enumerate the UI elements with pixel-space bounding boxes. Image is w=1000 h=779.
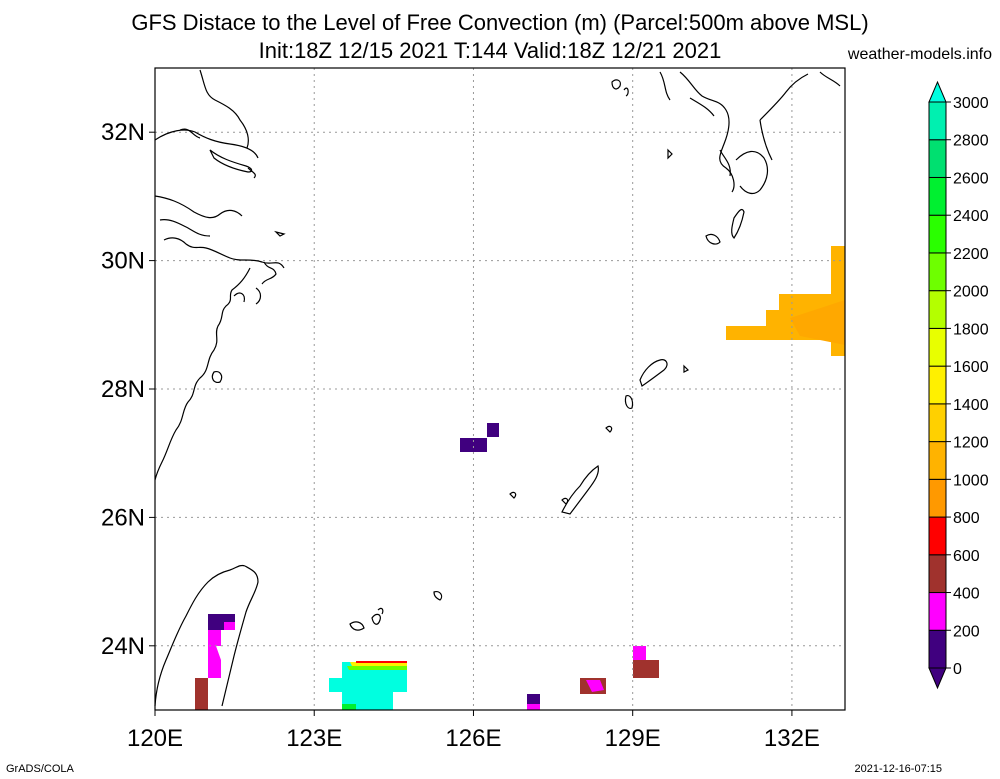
lon-tick-label: 120E xyxy=(127,725,183,752)
colorbar-label: 200 xyxy=(953,623,980,640)
lon-tick-label: 129E xyxy=(605,725,661,752)
patch-magenta-taiwan-2 xyxy=(224,622,235,630)
title-line-1: GFS Distace to the Level of Free Convect… xyxy=(131,10,869,35)
patch-purple-mid xyxy=(460,423,499,452)
colorbar-over-arrow xyxy=(928,80,947,103)
colorbar-segment xyxy=(928,365,947,405)
colorbar-segment xyxy=(928,176,947,216)
colorbar-segment xyxy=(928,139,947,178)
colorbar-under-arrow xyxy=(928,667,947,690)
patch-green-rim xyxy=(347,666,407,670)
patch-red-rim xyxy=(356,661,407,663)
colorbar-label: 1200 xyxy=(953,435,989,452)
colorbar-segment xyxy=(928,554,947,594)
patch-orange-east-core xyxy=(790,300,845,345)
title-line-2: Init:18Z 12/15 2021 T:144 Valid:18Z 12/2… xyxy=(258,38,722,63)
lon-tick-label: 126E xyxy=(445,725,501,752)
colorbar-label: 2400 xyxy=(953,208,989,225)
colorbar-label: 800 xyxy=(953,510,980,527)
patch-magenta-128 xyxy=(586,680,604,692)
colorbar-segment xyxy=(928,290,947,329)
colorbar-label: 0 xyxy=(953,661,962,678)
colorbar-segment xyxy=(928,629,947,669)
lat-tick-label: 26N xyxy=(101,504,145,531)
footer-timestamp: 2021-12-16-07:15 xyxy=(854,763,942,775)
colorbar-label: 1600 xyxy=(953,359,989,376)
site-credit: weather-models.info xyxy=(847,46,992,63)
lat-tick-label: 24N xyxy=(101,633,145,660)
patch-magenta-127 xyxy=(527,704,540,710)
coastlines xyxy=(154,69,841,707)
colorbar-segment xyxy=(928,214,947,254)
colorbar-segment xyxy=(928,516,947,556)
patch-magenta-taiwan xyxy=(208,630,221,678)
patch-magenta-129 xyxy=(633,646,646,660)
colorbar-segment xyxy=(928,252,947,292)
lat-tick-label: 32N xyxy=(101,119,145,146)
colorbar-label: 1800 xyxy=(953,321,989,338)
lon-tick-label: 123E xyxy=(286,725,342,752)
colorbar-segment xyxy=(928,478,947,518)
colorbar-segment xyxy=(928,441,947,480)
field-shading xyxy=(195,246,845,710)
colorbar-label: 2000 xyxy=(953,284,989,301)
axis-ticks xyxy=(149,131,793,716)
colorbar-segment xyxy=(928,101,947,141)
colorbar-label: 1000 xyxy=(953,472,989,489)
colorbar-label: 2200 xyxy=(953,246,989,263)
colorbar-label: 1400 xyxy=(953,397,989,414)
colorbar-segment xyxy=(928,327,947,367)
axis-labels: 120E 123E 126E 129E 132E 24N 26N 28N 30N 32N xyxy=(101,119,820,752)
footer-credit: GrADS/COLA xyxy=(6,763,74,775)
colorbar-label: 600 xyxy=(953,548,980,565)
lat-tick-label: 28N xyxy=(101,376,145,403)
patch-cyan-south xyxy=(329,662,407,710)
lon-tick-label: 132E xyxy=(764,725,820,752)
colorbar: 0 200 400 600 800 1000 1200 1400 1600 1800 2000 220… xyxy=(928,80,989,690)
graticule xyxy=(155,68,845,710)
colorbar-label: 400 xyxy=(953,586,980,603)
patch-brown-129 xyxy=(633,660,659,678)
patch-green-bottom xyxy=(342,704,356,710)
lat-tick-label: 30N xyxy=(101,248,145,275)
colorbar-label: 3000 xyxy=(953,95,989,112)
colorbar-label: 2800 xyxy=(953,133,989,150)
patch-brown-taiwan xyxy=(195,678,208,710)
colorbar-label: 2600 xyxy=(953,170,989,187)
colorbar-segment xyxy=(928,403,947,443)
colorbar-segment xyxy=(928,592,947,631)
